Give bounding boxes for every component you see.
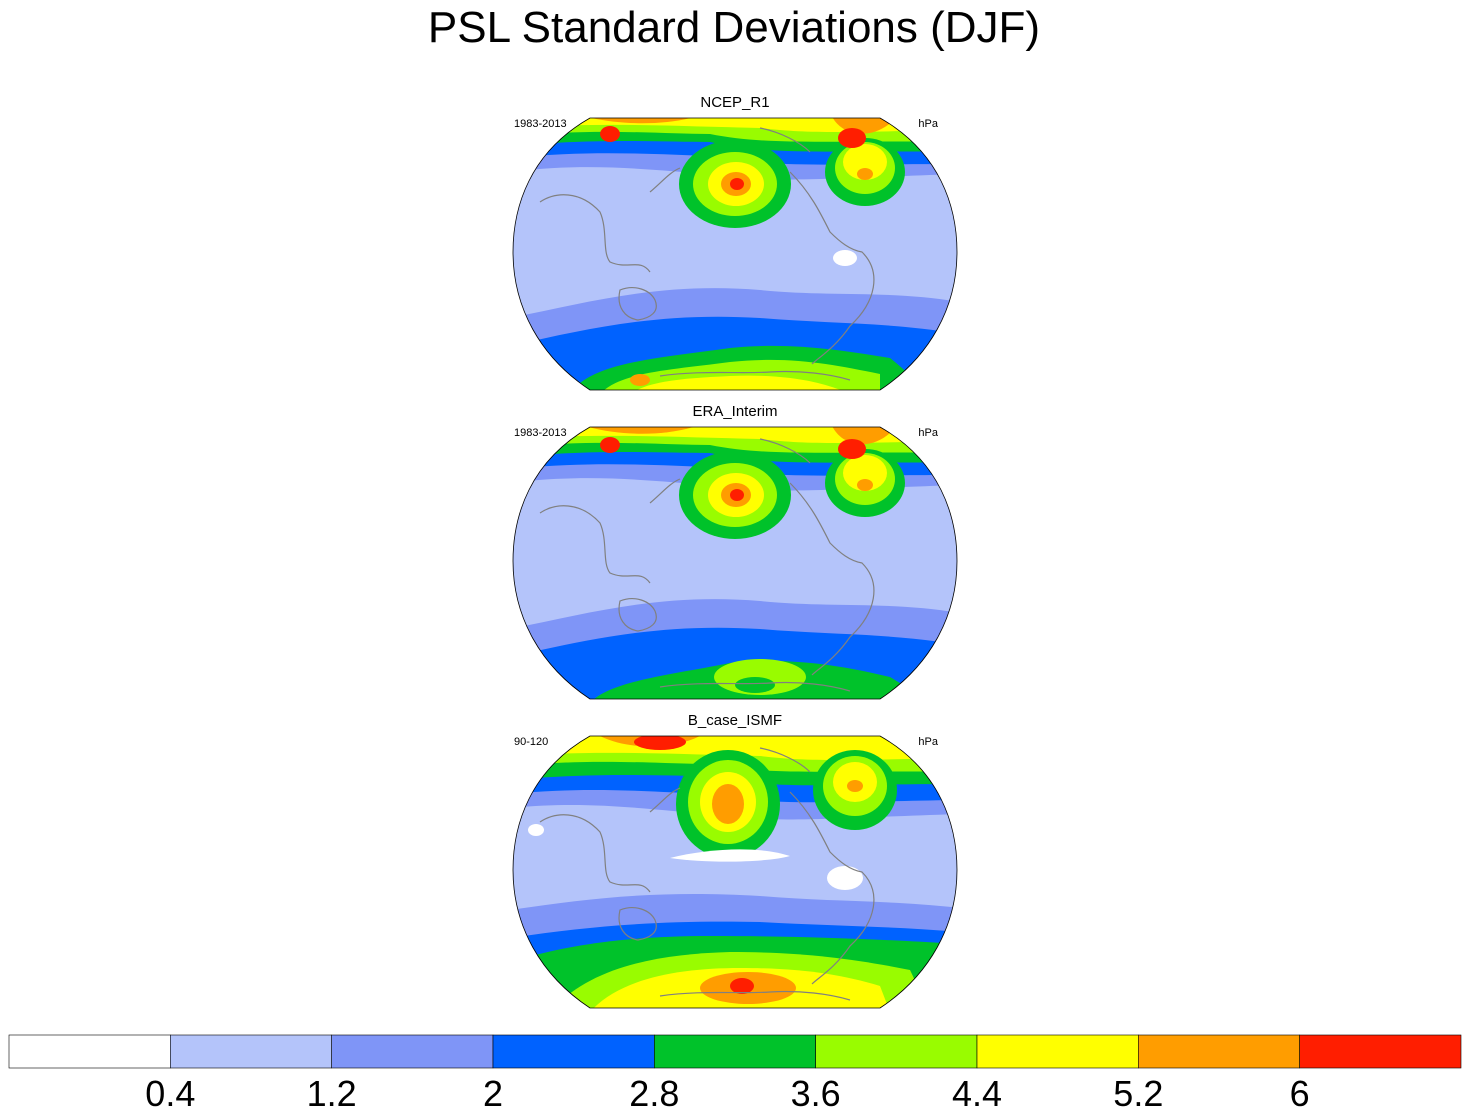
colorbar-tick-label: 4.4 — [951, 1073, 1003, 1114]
colorbar-tick-label: 1.2 — [306, 1073, 357, 1114]
map-ncep-r1 — [512, 117, 958, 391]
colorbar-boxes — [8, 1034, 1462, 1069]
panel-units-label: hPa — [918, 118, 938, 130]
panel-title: B_case_ISMF — [687, 712, 783, 729]
colorbar-box — [331, 1034, 494, 1069]
map-b-case-ismf — [512, 735, 958, 1009]
colorbar-tick-label: 3.6 — [790, 1073, 841, 1114]
colorbar-tick-label: 2 — [482, 1073, 504, 1114]
panel-title: ERA_Interim — [692, 403, 778, 420]
figure-title: PSL Standard Deviations (DJF) — [427, 3, 1041, 52]
panel-units-label: hPa — [918, 427, 938, 439]
colorbar-box — [492, 1034, 655, 1069]
map-panel-ncep-r1: NCEP_R1 1983-2013 hPa — [510, 94, 960, 394]
panel-period-label: 1983-2013 — [514, 118, 567, 130]
colorbar — [8, 1034, 1462, 1069]
panel-period-label: 90-120 — [514, 736, 549, 748]
panel-units-label: hPa — [918, 736, 938, 748]
colorbar-tick-label: 0.4 — [145, 1073, 196, 1114]
colorbar-box — [1138, 1034, 1300, 1069]
colorbar-box — [654, 1034, 816, 1069]
map-panel-b-case-ismf: B_case_ISMF 90-120 hPa — [510, 712, 960, 1012]
map-era-interim — [512, 426, 958, 700]
colorbar-box — [976, 1034, 1139, 1069]
panel-title: NCEP_R1 — [700, 94, 770, 111]
colorbar-box — [1299, 1034, 1462, 1069]
map-panel-era-interim: ERA_Interim 1983-2013 hPa — [510, 403, 960, 703]
panel-period-label: 1983-2013 — [514, 427, 567, 439]
colorbar-box — [815, 1034, 978, 1069]
colorbar-box — [170, 1034, 332, 1069]
colorbar-tick-label: 6 — [1289, 1073, 1310, 1114]
colorbar-box — [8, 1034, 171, 1069]
colorbar-tick-label: 5.2 — [1113, 1073, 1164, 1114]
colorbar-tick-label: 2.8 — [629, 1073, 680, 1114]
